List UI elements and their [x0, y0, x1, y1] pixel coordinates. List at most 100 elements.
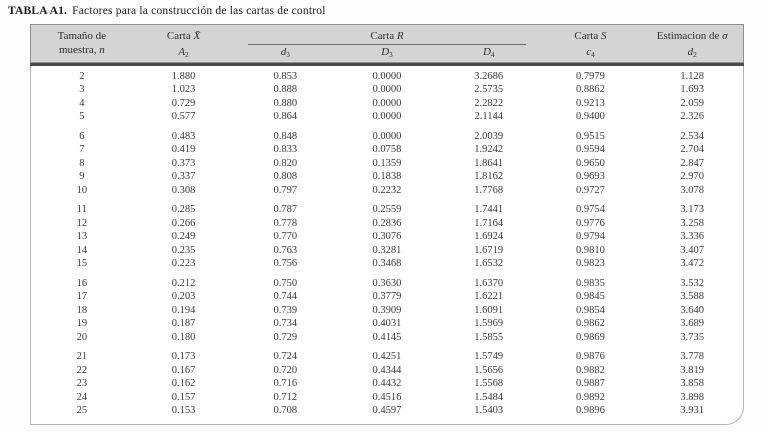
table-row: 19 0.187 0.734 0.4031 1.5969 0.9862 3.689 — [31, 317, 743, 331]
cell-d3: 0.787 — [273, 204, 298, 215]
header-cap-d4: D4 — [482, 46, 495, 59]
cell-d2: 1.128 — [680, 70, 704, 82]
cell-c4: 0.9896 — [575, 405, 605, 416]
xbar-symbol: X̄ — [193, 30, 201, 42]
header-c4: c4 — [586, 46, 595, 59]
control-chart-factors-table: Tamaño de muestra, n Carta X̄ A2 Carta R… — [30, 24, 744, 425]
cell-c4: 0.9835 — [575, 277, 605, 289]
table-row: 16 0.212 0.750 0.3630 1.6370 0.9835 3.532 — [31, 277, 743, 291]
cell-n: 7 — [79, 144, 85, 155]
cell-D4: 1.9242 — [474, 144, 504, 155]
cell-d2: 3.858 — [680, 378, 704, 389]
table-row: 25 0.153 0.708 0.4597 1.5403 0.9896 3.931 — [31, 404, 743, 418]
cell-D3: 0.0000 — [372, 130, 402, 142]
row-group: 16 0.212 0.750 0.3630 1.6370 0.9835 3.532 17 0.2… — [31, 277, 743, 345]
cell-A2: 0.729 — [171, 97, 196, 109]
header-carta-x: Carta X̄ — [166, 30, 201, 42]
cell-A2: 0.167 — [171, 364, 196, 376]
cell-d3: 0.770 — [273, 231, 298, 242]
cell-n: 14 — [76, 244, 88, 256]
table-row: 5 0.577 0.864 0.0000 2.1144 0.9400 2.326 — [31, 110, 743, 124]
table-row: 11 0.285 0.787 0.2559 1.7441 0.9754 3.173 — [31, 203, 743, 217]
cell-n: 20 — [76, 331, 88, 343]
cell-D3: 0.0000 — [372, 84, 402, 95]
table-row: 14 0.235 0.763 0.3281 1.6719 0.9810 3.407 — [31, 244, 743, 258]
cell-d3: 0.820 — [273, 157, 298, 169]
table-row: 12 0.266 0.778 0.2836 1.7164 0.9776 3.258 — [31, 217, 743, 231]
cell-D3: 0.2232 — [372, 184, 402, 196]
header-sample-line1: Tamaño de — [57, 30, 107, 42]
cell-A2: 0.153 — [171, 405, 196, 416]
cell-D4: 2.2822 — [474, 97, 504, 109]
cell-d2: 3.173 — [680, 204, 704, 215]
cell-d3: 0.716 — [273, 378, 298, 389]
cell-A2: 0.419 — [171, 144, 196, 155]
cell-A2: 0.373 — [171, 157, 196, 169]
header-body-separator — [30, 63, 744, 66]
cell-D4: 1.6370 — [474, 277, 504, 289]
cell-c4: 0.9876 — [575, 351, 605, 362]
cell-c4: 0.9854 — [575, 304, 605, 316]
cell-A2: 1.880 — [171, 70, 196, 82]
table-row: 9 0.337 0.808 0.1838 1.8162 0.9693 2.970 — [31, 170, 743, 184]
header-sample-line2: muestra, n — [58, 44, 105, 56]
cell-d3: 0.888 — [273, 84, 298, 95]
header-carta-r: Carta R — [248, 29, 526, 45]
cell-A2: 0.483 — [171, 130, 196, 142]
cell-d3: 0.739 — [273, 304, 298, 316]
table-row: 6 0.483 0.848 0.0000 2.0039 0.9515 2.534 — [31, 130, 743, 144]
cell-D3: 0.1838 — [372, 171, 402, 182]
cell-c4: 0.9213 — [575, 97, 605, 109]
row-group: 21 0.173 0.724 0.4251 1.5749 0.9876 3.778 22 0.1… — [31, 350, 743, 418]
cell-n: 19 — [76, 318, 88, 329]
cell-n: 11 — [76, 204, 87, 215]
cell-D3: 0.0000 — [372, 70, 402, 82]
cell-d3: 0.778 — [273, 217, 298, 229]
cell-c4: 0.9650 — [575, 157, 605, 169]
cell-n: 10 — [76, 184, 88, 196]
cell-n: 21 — [76, 351, 88, 362]
cell-c4: 0.7979 — [575, 70, 605, 82]
cell-A2: 0.266 — [171, 217, 196, 229]
cell-c4: 0.9892 — [575, 391, 605, 403]
row-group: 2 1.880 0.853 0.0000 3.2686 0.7979 1.128 3 1.023… — [31, 70, 743, 124]
table-row: 8 0.373 0.820 0.1359 1.8641 0.9650 2.847 — [31, 157, 743, 171]
cell-A2: 0.162 — [171, 378, 196, 389]
cell-c4: 0.9823 — [575, 258, 605, 269]
cell-D3: 0.2836 — [372, 217, 402, 229]
header-cap-d3: D3 — [381, 46, 393, 59]
cell-c4: 0.9882 — [575, 364, 605, 376]
cell-d2: 3.735 — [680, 331, 704, 343]
cell-d2: 3.931 — [680, 405, 704, 416]
table-row: 7 0.419 0.833 0.0758 1.9242 0.9594 2.704 — [31, 143, 743, 157]
table-row: 15 0.223 0.756 0.3468 1.6532 0.9823 3.472 — [31, 257, 743, 271]
cell-d2: 2.534 — [680, 130, 704, 142]
cell-A2: 0.235 — [171, 244, 196, 256]
cell-D3: 0.4145 — [372, 331, 402, 343]
cell-d2: 2.704 — [680, 144, 704, 155]
cell-D4: 1.5484 — [474, 391, 504, 403]
cell-n: 25 — [76, 405, 88, 416]
table-row: 20 0.180 0.729 0.4145 1.5855 0.9869 3.735 — [31, 331, 743, 345]
cell-D4: 1.5969 — [474, 318, 504, 329]
cell-D4: 1.6532 — [474, 258, 504, 269]
table-row: 17 0.203 0.744 0.3779 1.6221 0.9845 3.588 — [31, 290, 743, 304]
cell-D4: 1.7768 — [474, 184, 504, 196]
cell-n: 16 — [76, 277, 88, 289]
cell-n: 15 — [76, 258, 88, 269]
cell-D3: 0.0000 — [372, 111, 402, 122]
cell-d3: 0.763 — [273, 244, 298, 256]
cell-d3: 0.853 — [273, 70, 298, 82]
table-header: Tamaño de muestra, n Carta X̄ A2 Carta R… — [30, 24, 744, 63]
cell-D3: 0.0758 — [372, 144, 402, 155]
table-row: 23 0.162 0.716 0.4432 1.5568 0.9887 3.858 — [31, 377, 743, 391]
cell-D4: 1.8162 — [474, 171, 504, 182]
table-row: 3 1.023 0.888 0.0000 2.5735 0.8862 1.693 — [31, 83, 743, 97]
sigma-symbol: σ — [722, 30, 728, 42]
cell-n: 9 — [79, 171, 85, 182]
cell-d2: 3.898 — [680, 391, 704, 403]
table-row: 10 0.308 0.797 0.2232 1.7768 0.9727 3.078 — [31, 184, 743, 198]
cell-D4: 1.6719 — [474, 244, 504, 256]
cell-d2: 3.336 — [680, 231, 704, 242]
cell-d3: 0.833 — [273, 144, 298, 155]
